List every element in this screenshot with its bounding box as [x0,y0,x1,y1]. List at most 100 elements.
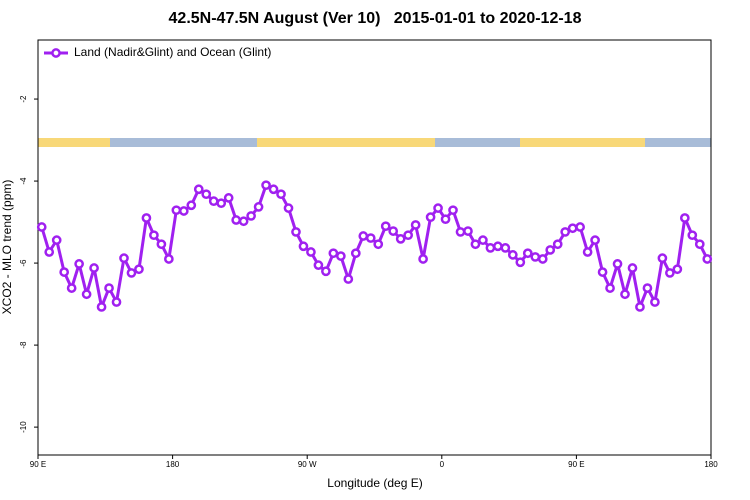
data-point [328,248,339,259]
data-point [350,248,361,259]
data-point [530,252,541,262]
data-point [582,247,593,257]
data-point [500,243,511,253]
data-point [186,200,197,211]
data-point [470,239,481,250]
data-point [410,220,421,230]
data-point [276,189,286,200]
data-point [164,254,174,264]
data-point [36,222,47,232]
data-point [111,297,122,307]
land-ocean-strip [38,138,711,147]
data-point [193,184,204,195]
data-point [223,193,234,203]
data-point [268,184,279,195]
data-point [507,250,518,260]
data-point [134,264,144,275]
data-point [171,205,182,216]
data-point [515,257,526,268]
data-point [552,239,563,250]
data-point [246,211,256,221]
data-point [567,223,578,234]
x-tick-label: 0 [440,460,445,469]
x-tick-label: 180 [704,460,718,469]
data-point [575,222,585,232]
data-point [208,196,219,207]
data-point [51,235,62,245]
data-point [81,289,92,300]
data-point [440,214,451,225]
data-point [298,241,309,252]
data-point [665,268,675,278]
data-point [141,213,152,223]
data-point [89,263,99,273]
data-point [448,205,458,216]
data-point [463,226,473,236]
y-tick-label: -6 [19,259,28,267]
y-tick-label: -10 [19,421,28,433]
data-point [343,274,354,284]
data-point [261,180,271,191]
data-point [650,297,660,307]
data-point [96,302,107,312]
data-point [388,226,399,236]
data-point [620,289,630,300]
data-point [694,239,705,250]
data-point [403,230,413,241]
legend-marker [51,48,61,58]
data-point [336,251,346,261]
data-point [373,239,384,250]
data-point [59,267,70,277]
data-point [455,227,466,237]
data-point [545,245,556,255]
data-point [149,230,159,241]
data-point [657,253,668,264]
data-point [679,213,690,223]
data-point [44,247,55,257]
data-point [627,263,638,273]
data-point [687,230,698,241]
data-point [672,264,683,275]
data-point [418,254,428,264]
data-point [590,235,600,245]
data-point [216,198,227,209]
data-point [358,231,369,241]
data-point [425,212,436,223]
data-point [365,233,376,243]
data-point [433,203,443,213]
x-tick-label: 90 E [30,460,46,469]
x-tick-label: 180 [166,460,180,469]
data-point [380,221,391,232]
data-point [238,216,249,227]
data-point [156,239,167,250]
data-point [605,283,615,293]
x-tick-label: 90 E [568,460,584,469]
data-point [560,227,571,237]
data-point [612,259,623,269]
y-tick-label: -8 [19,341,28,349]
data-point [104,283,114,293]
data-point [702,254,713,264]
data-point [74,259,84,269]
data-point [642,283,653,293]
data-point [253,202,264,212]
data-point [537,254,548,264]
data-point [126,268,137,278]
data-point [635,302,645,312]
y-tick-label: -4 [19,177,28,185]
data-point [395,234,406,244]
x-tick-label: 90 W [298,460,317,469]
data-point [291,227,301,237]
plot-frame [37,39,712,456]
data-point [231,215,242,225]
data-point [201,189,212,200]
y-tick-label: -2 [19,95,28,103]
chart-title: 42.5N-47.5N August (Ver 10) 2015-01-01 t… [169,10,582,27]
data-point [119,253,129,264]
data-point [522,248,533,259]
data-point [306,247,316,257]
legend-label: Land (Nadir&Glint) and Ocean (Glint) [74,45,271,59]
x-axis-label: Longitude (deg E) [327,476,422,490]
data-point [597,267,608,277]
